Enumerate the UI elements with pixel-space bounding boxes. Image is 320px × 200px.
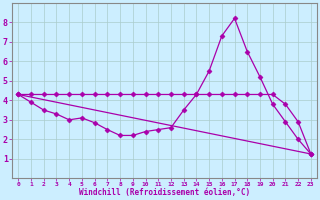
X-axis label: Windchill (Refroidissement éolien,°C): Windchill (Refroidissement éolien,°C)	[79, 188, 250, 197]
